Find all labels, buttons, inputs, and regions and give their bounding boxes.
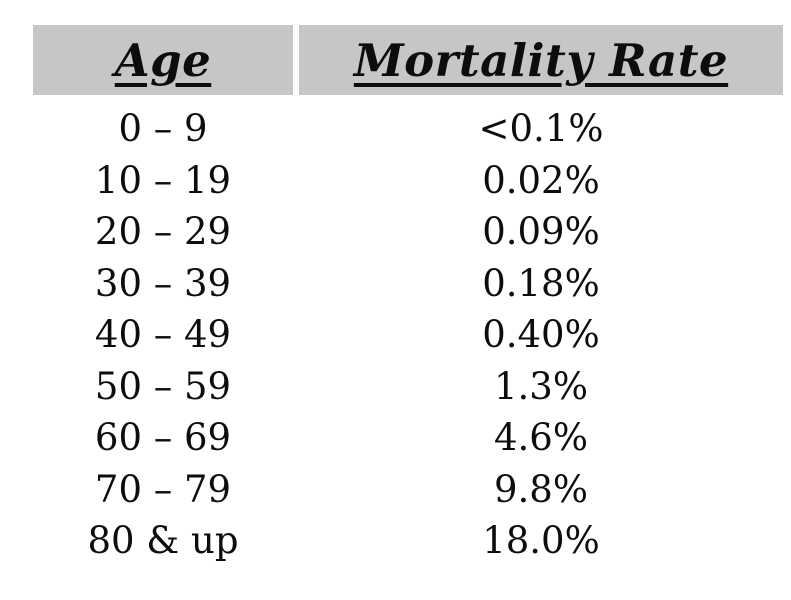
rate-cell: 4.6% — [494, 416, 588, 460]
age-cell: 70 – 79 — [94, 467, 232, 511]
rate-cell: 0.40% — [482, 313, 600, 357]
rate-cell: 0.18% — [482, 261, 600, 305]
age-cell: 0 – 9 — [118, 107, 208, 151]
table-row: 40 – 49 0.40% — [33, 309, 783, 361]
age-cell: 10 – 19 — [94, 158, 232, 202]
table-header-row: Age Mortality Rate — [33, 25, 783, 95]
table-row: 70 – 79 9.8% — [33, 464, 783, 516]
rate-cell: 18.0% — [482, 519, 600, 563]
rate-cell: <0.1% — [478, 107, 604, 151]
table-row: 20 – 29 0.09% — [33, 206, 783, 258]
header-mortality-rate-label: Mortality Rate — [353, 33, 729, 87]
rate-cell: 0.02% — [482, 158, 600, 202]
rate-cell: 0.09% — [482, 210, 600, 254]
mortality-table: Age Mortality Rate 0 – 9 <0.1% 10 – 19 0… — [33, 25, 783, 567]
age-cell: 50 – 59 — [94, 364, 232, 408]
header-cell-age: Age — [33, 25, 293, 95]
rate-cell: 9.8% — [494, 467, 588, 511]
header-cell-mortality-rate: Mortality Rate — [299, 25, 783, 95]
age-cell: 20 – 29 — [94, 210, 232, 254]
age-cell: 80 & up — [87, 519, 239, 563]
rate-cell: 1.3% — [494, 364, 588, 408]
table-row: 50 – 59 1.3% — [33, 361, 783, 413]
table-row: 80 & up 18.0% — [33, 515, 783, 567]
age-cell: 40 – 49 — [94, 313, 232, 357]
age-cell: 30 – 39 — [94, 261, 232, 305]
table-body: 0 – 9 <0.1% 10 – 19 0.02% 20 – 29 0.09% … — [33, 103, 783, 567]
table-row: 0 – 9 <0.1% — [33, 103, 783, 155]
table-row: 60 – 69 4.6% — [33, 412, 783, 464]
header-age-label: Age — [114, 33, 212, 87]
table-row: 30 – 39 0.18% — [33, 258, 783, 310]
age-cell: 60 – 69 — [94, 416, 232, 460]
table-row: 10 – 19 0.02% — [33, 155, 783, 207]
